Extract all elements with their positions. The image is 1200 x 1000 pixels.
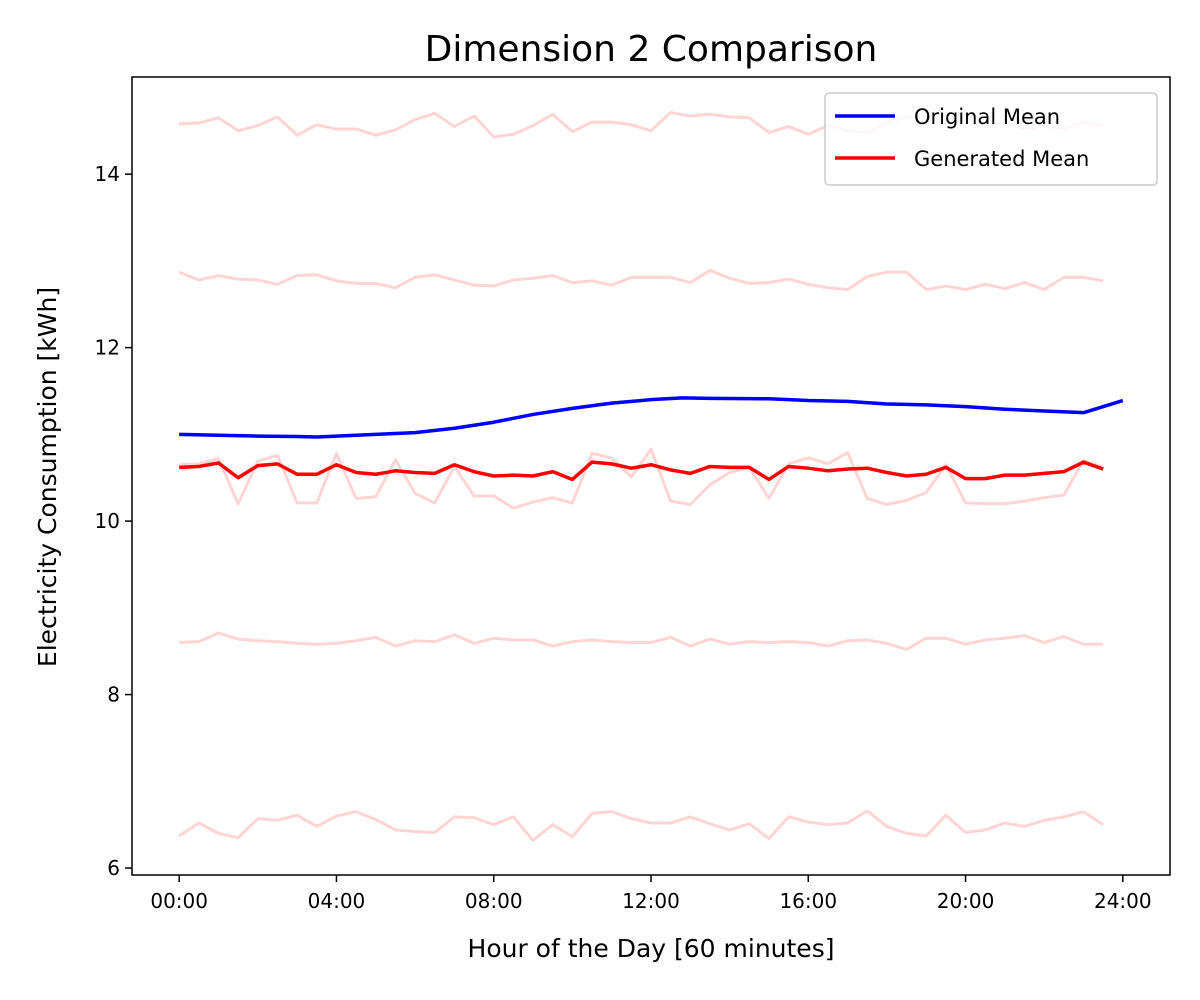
x-axis-label: Hour of the Day [60 minutes] — [468, 934, 835, 963]
x-tick-label: 04:00 — [308, 889, 366, 913]
y-tick-label: 14 — [95, 162, 120, 186]
x-tick-label: 20:00 — [937, 889, 995, 913]
y-axis: 6 8 10 12 14 — [95, 162, 132, 880]
background-series-line-2 — [178, 268, 1104, 292]
x-tick-label: 24:00 — [1094, 889, 1152, 913]
y-tick-label: 6 — [107, 856, 120, 880]
legend-box — [824, 92, 1158, 186]
y-axis-label: Electricity Consumption [kWh] — [33, 287, 62, 667]
legend-label-original-mean: Original Mean — [914, 105, 1060, 129]
x-tick-label: 12:00 — [622, 889, 680, 913]
plot-area — [131, 76, 1171, 876]
legend-label-generated-mean: Generated Mean — [914, 147, 1089, 171]
background-series-line-4 — [179, 631, 1104, 651]
main-series-group — [179, 396, 1124, 482]
y-tick-label: 12 — [95, 336, 120, 360]
x-axis: 00:00 04:00 08:00 12:00 16:00 20:00 24:00 — [150, 875, 1152, 913]
generated-mean-line — [179, 460, 1104, 482]
x-tick-label: 16:00 — [779, 889, 837, 913]
original-mean-line — [179, 396, 1124, 439]
x-tick-label: 00:00 — [150, 889, 208, 913]
y-tick-label: 10 — [95, 509, 120, 533]
y-tick-label: 8 — [107, 683, 120, 707]
background-series-line-5 — [178, 809, 1104, 842]
chart-title: Dimension 2 Comparison — [425, 29, 878, 70]
x-tick-label: 08:00 — [465, 889, 523, 913]
legend: Original Mean Generated Mean — [824, 92, 1158, 186]
